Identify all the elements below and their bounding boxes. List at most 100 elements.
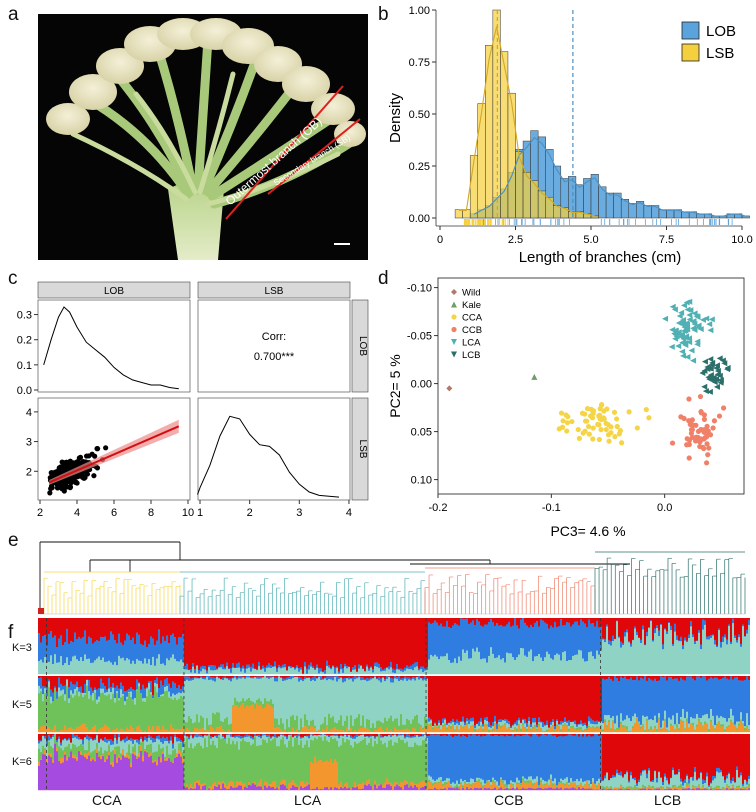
ancestry-bar [336, 667, 339, 675]
ancestry-bar [528, 676, 531, 718]
ancestry-bar [274, 788, 277, 791]
ancestry-bar [56, 751, 59, 791]
ancestry-bar [590, 618, 593, 624]
ancestry-bar [738, 680, 741, 722]
ancestry-bar [120, 734, 123, 741]
ancestry-bar [466, 618, 469, 619]
ancestry-bar [554, 655, 557, 675]
ancestry-bar [286, 747, 289, 788]
ancestry-bar [616, 677, 619, 716]
ancestry-bar [392, 731, 395, 733]
ancestry-bar [732, 679, 735, 716]
pca-point-lca [694, 338, 701, 345]
ancestry-bar [216, 785, 219, 788]
ancestry-bar [314, 788, 317, 791]
ancestry-bar [66, 618, 69, 630]
ancestry-bar [92, 734, 95, 740]
ancestry-bar [226, 789, 229, 791]
ancestry-bar [644, 644, 647, 646]
ancestry-bar [722, 726, 725, 733]
ancestry-bar [60, 618, 63, 636]
ancestry-bar [350, 745, 353, 789]
ancestry-bar [420, 678, 423, 726]
ancestry-bar [152, 698, 155, 699]
ancestry-bar [108, 752, 111, 756]
ancestry-bar [70, 742, 73, 750]
ancestry-bar [80, 686, 83, 693]
ancestry-bar [512, 676, 515, 725]
ancestry-bar [392, 676, 395, 679]
ancestry-bar [100, 734, 103, 739]
ancestry-bar [222, 780, 225, 784]
ancestry-bar [588, 725, 591, 728]
ancestry-bar [636, 717, 639, 719]
ancestry-bar [158, 739, 161, 745]
ancestry-bar [190, 743, 193, 785]
ancestry-bar [428, 618, 431, 623]
ancestry-bar [502, 724, 505, 726]
ancestry-bar [38, 748, 41, 763]
ancestry-bar [82, 739, 85, 745]
ancestry-bar [464, 676, 467, 723]
ancestry-bar [66, 657, 69, 675]
ancestry-bar [254, 668, 257, 670]
ancestry-bar [616, 676, 619, 679]
ancestry-bar [638, 680, 641, 722]
ancestry-bar [240, 667, 243, 672]
ancestry-bar [356, 743, 359, 787]
ancestry-bar [178, 676, 181, 686]
ancestry-bar [420, 676, 423, 679]
ancestry-bar [434, 726, 437, 733]
ancestry-bar [380, 676, 383, 679]
ancestry-bar [504, 720, 507, 724]
legend-label: LCA [462, 338, 481, 349]
ancestry-bar [664, 618, 667, 629]
ancestry-bar [604, 715, 607, 720]
ancestry-bar [624, 719, 627, 726]
ancestry-bar [376, 678, 379, 680]
ancestry-bar [238, 737, 241, 750]
ancestry-bar [432, 618, 435, 624]
y-tick-label: 0.50 [409, 109, 430, 121]
ancestry-bar [294, 677, 297, 721]
ancestry-bar [734, 724, 737, 726]
ancestry-bar [516, 625, 519, 658]
pca-point-lcb [714, 367, 721, 374]
ancestry-bar [334, 618, 337, 668]
ancestry-bar [736, 677, 739, 722]
ancestry-bar [424, 676, 427, 677]
ancestry-bar [136, 676, 139, 680]
ancestry-bar [588, 716, 591, 722]
ancestry-bar [106, 756, 109, 760]
ancestry-bar [148, 734, 151, 736]
ancestry-bar [528, 725, 531, 733]
ancestry-bar [396, 676, 399, 680]
ancestry-bar [58, 677, 61, 688]
ancestry-bar [490, 730, 493, 733]
ancestry-bar [280, 618, 283, 667]
ancestry-bar [204, 679, 207, 731]
ancestry-bar [92, 759, 95, 791]
ancestry-bar [92, 757, 95, 760]
ancestry-bar [72, 656, 75, 675]
y-axis-label: Density [387, 92, 404, 143]
scatter-point [48, 485, 54, 492]
ancestry-bar [644, 730, 647, 732]
ancestry-bar [142, 740, 145, 743]
ancestry-bar [466, 676, 469, 719]
ancestry-bar [216, 669, 219, 675]
ancestry-bar [630, 721, 633, 731]
ancestry-bar [370, 667, 373, 675]
ancestry-bar [404, 729, 407, 733]
cauliflower-illustration: Outermost branch (OB) Secondary branch (… [46, 18, 366, 260]
ancestry-bar [260, 704, 263, 733]
ancestry-bar [536, 724, 539, 728]
ancestry-bar [238, 702, 241, 708]
ancestry-bar [286, 734, 289, 737]
ancestry-bar [282, 779, 285, 785]
ancestry-bar [400, 618, 403, 669]
ancestry-bar [124, 757, 127, 791]
ancestry-bar [114, 687, 117, 699]
ancestry-bar [498, 725, 501, 733]
